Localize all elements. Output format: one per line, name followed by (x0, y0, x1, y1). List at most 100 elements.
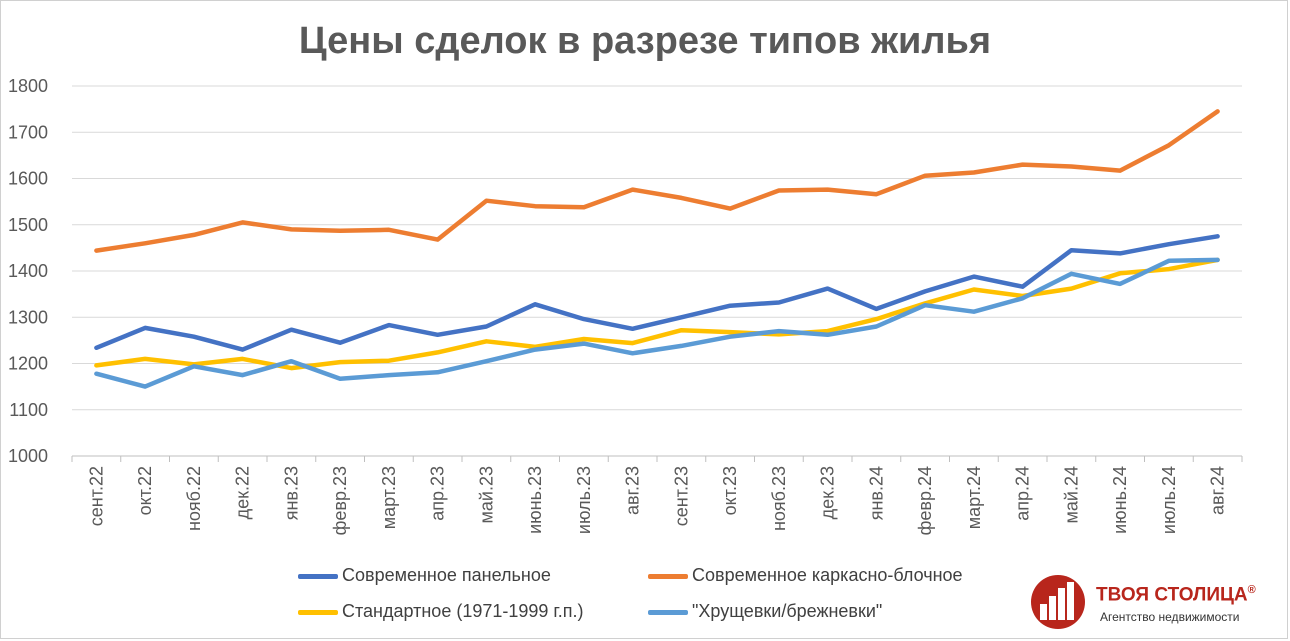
data-point (631, 341, 635, 345)
data-point (1021, 285, 1025, 289)
x-tick-label: февр.24 (915, 466, 935, 535)
data-point (679, 344, 683, 348)
data-point (192, 233, 196, 237)
legend-label: Современное панельное (342, 565, 551, 585)
data-point (436, 350, 440, 354)
data-point (728, 335, 732, 339)
data-point (143, 385, 147, 389)
data-point (241, 348, 245, 352)
chart-title: Цены сделок в разрезе типов жилья (298, 20, 992, 62)
data-point (631, 327, 635, 331)
data-point (484, 325, 488, 328)
data-point (582, 317, 586, 321)
y-tick-label: 1700 (8, 122, 48, 142)
legend-swatch (648, 609, 688, 615)
data-point (192, 364, 196, 368)
legend-item: Современное каркасно-блочное (648, 565, 963, 586)
data-point (972, 310, 976, 314)
data-point (289, 227, 293, 231)
x-tick-label: июнь.23 (525, 466, 545, 534)
data-point (1118, 271, 1122, 275)
building-logo-icon (1031, 575, 1085, 629)
data-point (533, 204, 537, 208)
logo-subtitle: Агентство недвижимости (1100, 610, 1240, 624)
data-point (826, 333, 830, 337)
company-logo: ТВОЯ СТОЛИЦА® Агентство недвижимости (1030, 574, 1280, 630)
data-point (338, 341, 342, 345)
legend-item: Стандартное (1971-1999 г.п.) (298, 601, 584, 622)
x-tick-label: апр.23 (428, 466, 448, 521)
data-point (1118, 282, 1122, 286)
data-point (387, 323, 391, 327)
data-point (972, 275, 976, 279)
x-tick-label: дек.22 (233, 466, 253, 519)
data-point (338, 377, 342, 381)
y-tick-label: 1600 (8, 169, 48, 189)
data-point (777, 189, 781, 193)
data-point (972, 288, 976, 291)
data-point (631, 188, 635, 192)
x-tick-label: июль.23 (574, 466, 594, 534)
data-point (1021, 296, 1025, 300)
x-tick-label: март.24 (964, 466, 984, 529)
data-point (1069, 287, 1073, 291)
data-point (923, 174, 927, 178)
data-point (387, 228, 391, 232)
data-point (1069, 248, 1073, 252)
data-point (777, 329, 781, 333)
data-point (582, 205, 586, 209)
data-point (533, 348, 537, 352)
data-point (874, 307, 878, 311)
data-point (777, 300, 781, 304)
data-point (94, 346, 98, 350)
data-point (1167, 259, 1171, 263)
data-point (338, 229, 342, 233)
legend-swatch (648, 573, 688, 579)
data-point (923, 303, 927, 307)
data-point (241, 373, 245, 377)
data-point (923, 289, 927, 293)
data-point (1167, 143, 1171, 147)
data-point (582, 337, 586, 341)
legend-label: Стандартное (1971-1999 г.п.) (342, 601, 584, 621)
data-point (777, 332, 781, 336)
data-point (241, 220, 245, 224)
data-point (143, 357, 147, 361)
data-point (874, 325, 878, 328)
data-point (289, 366, 293, 370)
x-tick-label: нояб.22 (184, 466, 204, 531)
data-point (679, 328, 683, 332)
data-point (679, 196, 683, 200)
data-point (1216, 258, 1220, 262)
x-tick-label: окт.23 (720, 466, 740, 515)
data-point (1069, 272, 1073, 276)
data-point (1021, 163, 1025, 167)
x-tick-label: февр.23 (330, 466, 350, 535)
data-point (289, 359, 293, 363)
data-point (1216, 109, 1220, 113)
legend-label: "Хрущевки/брежневки" (692, 601, 883, 621)
data-point (94, 249, 98, 253)
x-tick-label: янв.23 (281, 466, 301, 520)
x-tick-label: апр.24 (1013, 466, 1033, 521)
data-point (826, 188, 830, 192)
data-point (1118, 251, 1122, 255)
data-point (728, 304, 732, 308)
x-tick-label: июль.24 (1159, 466, 1179, 534)
data-point (826, 287, 830, 291)
data-point (387, 373, 391, 377)
data-point (728, 330, 732, 334)
x-tick-label: май.24 (1061, 466, 1081, 523)
data-point (1167, 267, 1171, 271)
data-point (874, 192, 878, 196)
data-point (143, 241, 147, 245)
x-tick-label: авг.23 (623, 466, 643, 515)
series-line-1 (94, 234, 1220, 352)
data-point (241, 357, 245, 361)
data-point (484, 359, 488, 363)
data-point (338, 360, 342, 364)
data-point (582, 342, 586, 346)
x-tick-label: сент.22 (86, 466, 106, 526)
